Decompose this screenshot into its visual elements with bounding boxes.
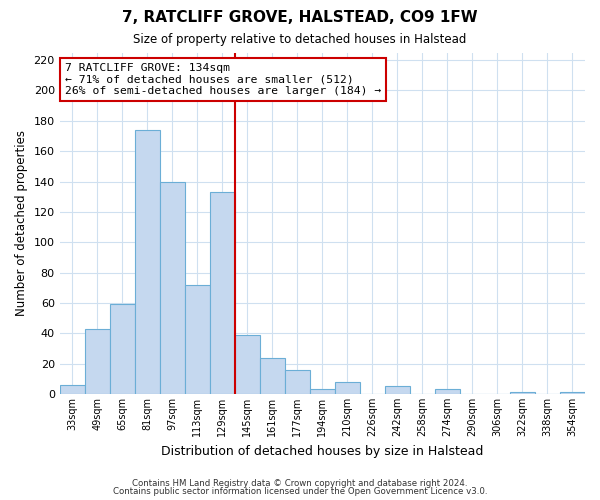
Bar [235,335,260,394]
Bar [385,386,410,394]
X-axis label: Distribution of detached houses by size in Halstead: Distribution of detached houses by size … [161,444,484,458]
Text: Contains public sector information licensed under the Open Government Licence v3: Contains public sector information licen… [113,487,487,496]
Bar [285,370,310,394]
Y-axis label: Number of detached properties: Number of detached properties [15,130,28,316]
Bar [510,392,535,394]
Bar [335,382,360,394]
Bar [135,130,160,394]
Bar [85,328,110,394]
Bar [59,385,85,394]
Bar [560,392,585,394]
Bar [260,358,285,394]
Text: Size of property relative to detached houses in Halstead: Size of property relative to detached ho… [133,32,467,46]
Bar [160,182,185,394]
Bar [110,304,135,394]
Bar [210,192,235,394]
Bar [310,390,335,394]
Bar [435,390,460,394]
Text: 7, RATCLIFF GROVE, HALSTEAD, CO9 1FW: 7, RATCLIFF GROVE, HALSTEAD, CO9 1FW [122,10,478,25]
Text: 7 RATCLIFF GROVE: 134sqm
← 71% of detached houses are smaller (512)
26% of semi-: 7 RATCLIFF GROVE: 134sqm ← 71% of detach… [65,62,381,96]
Bar [185,284,210,394]
Text: Contains HM Land Registry data © Crown copyright and database right 2024.: Contains HM Land Registry data © Crown c… [132,478,468,488]
